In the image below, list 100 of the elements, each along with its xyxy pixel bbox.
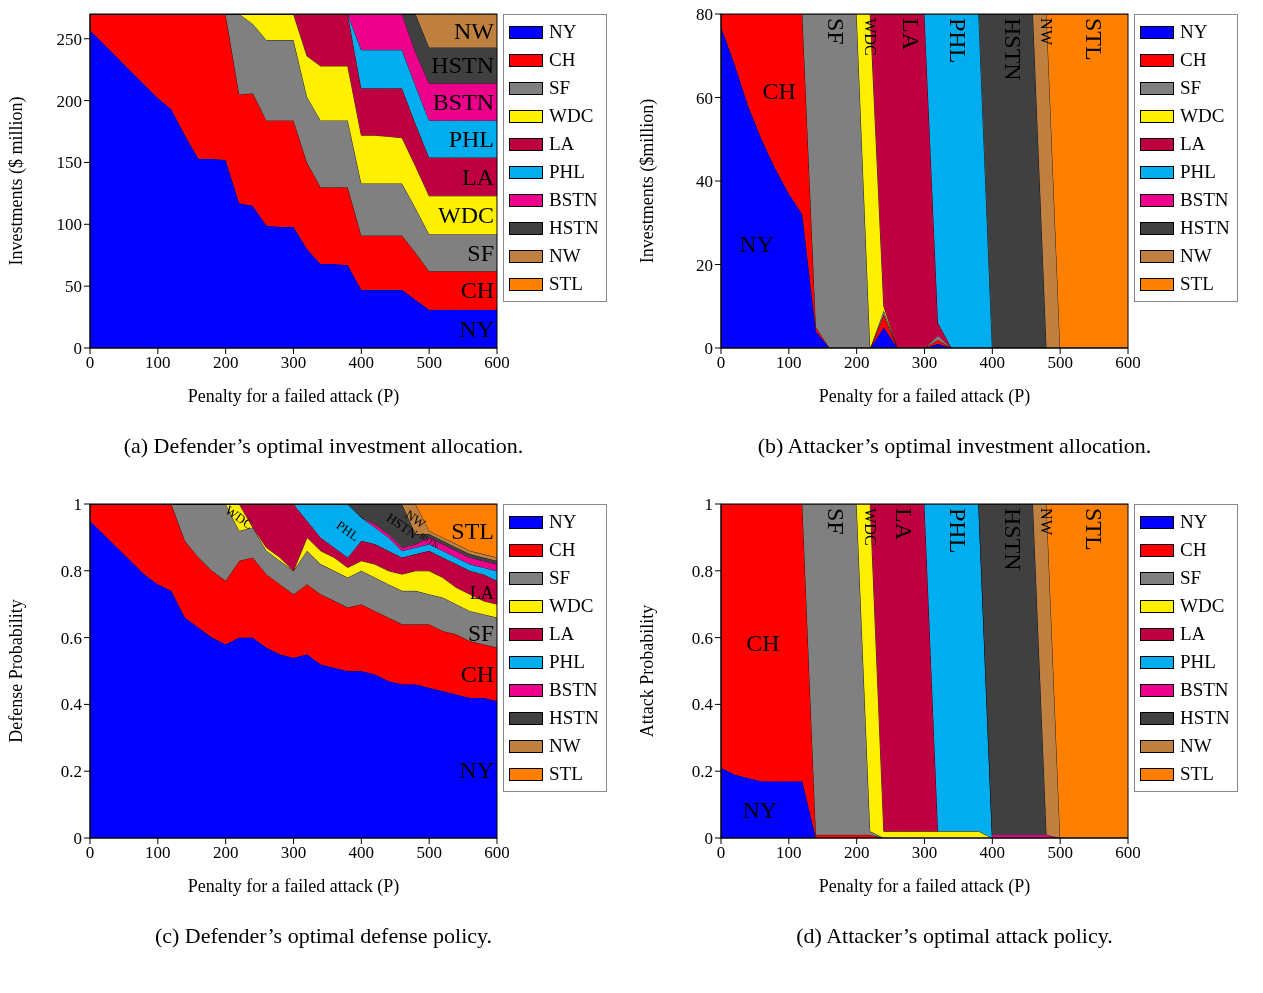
text: LA [462,163,494,190]
text: (d) Attacker’s optimal attack policy. [795,923,1114,949]
x-tick-label: 500 [1047,353,1073,373]
y-tick-label: 0 [73,829,82,849]
x-tick-label: 300 [280,353,307,373]
x-tick-label: 100 [776,843,802,863]
legend-label: PHL [549,651,585,673]
legend-label: NW [549,245,581,267]
legend-label: NW [549,735,581,757]
x-tick-label: 200 [212,843,239,863]
y-tick-label: 150 [56,153,82,173]
text: NY [459,315,494,342]
y-tick-label: 0.2 [691,762,713,782]
legend-label: HSTN [1180,707,1230,729]
text: SF [823,18,850,45]
x-tick-label: 200 [212,353,239,373]
legend-label: BSTN [549,189,598,211]
text: PHL [448,125,494,152]
y-tick-label: 0.4 [60,695,83,715]
legend-label: BSTN [549,679,598,701]
legend-label: CH [549,49,576,71]
text: (c) Defender’s optimal defense policy. [153,923,494,949]
legend-label: WDC [549,105,594,127]
text: NW [1037,508,1057,536]
x-tick-label: 600 [1115,843,1141,863]
legend-label: LA [549,133,575,155]
text: CH [460,277,494,304]
y-tick-label: 200 [56,91,82,111]
y-tick-label: 0 [704,829,713,849]
legend-label: NY [1180,511,1208,533]
legend-label: STL [549,273,583,295]
text: PHL [333,517,363,544]
x-tick-label: 500 [1047,843,1073,863]
legend-label: STL [549,763,583,785]
legend-label: WDC [1180,595,1225,617]
text: NW [454,17,494,44]
y-axis-title: Defense Probability [6,599,27,743]
text: STL [1081,18,1108,61]
legend-label: HSTN [1180,217,1230,239]
y-tick-label: 60 [696,88,713,108]
y-axis-title: Investments ($million) [637,98,659,264]
text: STL [451,517,494,544]
text: (b) Attacker’s optimal investment allocation. [756,433,1153,459]
legend-label: WDC [1180,105,1225,127]
legend-label: STL [1180,763,1214,785]
legend-label: BSTN [1180,679,1229,701]
y-tick-label: 20 [696,255,713,275]
x-axis-title: Penalty for a failed attack (P) [187,876,400,897]
y-axis-title: Investments ($ million) [6,96,28,266]
text: CH [746,629,780,656]
y-tick-label: 0.6 [60,628,82,648]
legend-label: PHL [1180,161,1216,183]
y-axis-title: Attack Probability [637,604,658,738]
text: SF [467,239,494,266]
text: NY [739,230,775,257]
text: NW [1037,18,1057,46]
y-tick-label: 50 [65,277,82,297]
text: CH [762,78,796,105]
y-tick-label: 0 [73,339,82,359]
x-tick-label: 600 [1115,353,1141,373]
legend-label: LA [1180,623,1206,645]
text: LA [897,18,924,50]
x-tick-label: 300 [911,843,938,863]
legend-label: STL [1180,273,1214,295]
legend-label: PHL [1180,651,1216,673]
x-tick-label: 300 [280,843,307,863]
x-axis-title: Penalty for a failed attack (P) [818,386,1031,407]
legend-label: HSTN [549,707,599,729]
x-tick-label: 600 [484,353,510,373]
legend-label: SF [1180,77,1202,99]
legend-label: BSTN [1180,189,1229,211]
legend-label: CH [1180,539,1207,561]
legend-label: SF [1180,567,1202,589]
legend-label: CH [1180,49,1207,71]
y-tick-label: 1 [73,495,82,515]
x-tick-label: 400 [979,843,1006,863]
x-tick-label: 200 [843,353,870,373]
x-tick-label: 500 [416,843,442,863]
y-tick-label: 0.4 [691,695,714,715]
text: WDC [860,18,880,56]
x-axis-title: Penalty for a failed attack (P) [187,386,400,407]
x-axis-title: Penalty for a failed attack (P) [818,876,1031,897]
y-tick-label: 1 [704,495,713,515]
legend-label: NW [1180,735,1212,757]
legend-label: CH [549,539,576,561]
x-tick-label: 400 [979,353,1006,373]
legend-label: HSTN [549,217,599,239]
text: (a) Defender’s optimal investment allocation. [122,433,525,459]
legend-label: WDC [549,595,594,617]
x-tick-label: 100 [145,843,171,863]
x-tick-label: 300 [911,353,938,373]
legend-label: NY [549,21,577,43]
text: WDC [860,508,880,546]
legend-label: PHL [549,161,585,183]
y-tick-label: 0.8 [60,561,82,581]
y-tick-label: 0.8 [691,561,713,581]
x-tick-label: 600 [484,843,510,863]
text: SF [823,508,850,535]
text: WDC [438,202,494,229]
text: PHL [945,508,972,554]
